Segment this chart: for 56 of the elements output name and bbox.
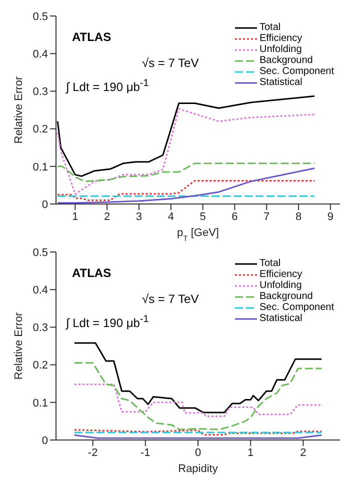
legend-label: Unfolding	[260, 280, 302, 291]
x-axis-title: p$_{T}$ [GeV]	[176, 227, 220, 242]
line-series	[56, 108, 316, 195]
annotation: √s = 7 TeV	[142, 56, 199, 70]
line-series	[74, 342, 322, 414]
legend-label: Total	[260, 22, 281, 33]
x-axis-title: Rapidity	[178, 463, 218, 475]
line-series	[74, 384, 322, 418]
y-tick-label: 0.1	[32, 161, 48, 174]
y-tick-label: 0.2	[32, 124, 48, 136]
y-tick-label: 0.3	[32, 322, 48, 334]
legend-label: Efficiency	[260, 33, 302, 44]
y-tick-label: 0	[42, 198, 48, 211]
line-series	[74, 362, 322, 430]
line-series	[56, 180, 316, 201]
x-tick-label: 5	[200, 210, 206, 223]
y-tick-label: 0.3	[32, 86, 48, 98]
legend-label: Background	[260, 55, 313, 66]
x-tick-label: 1	[248, 446, 254, 459]
y-tick-label: 0.4	[32, 284, 48, 297]
annotation: ATLAS	[72, 266, 112, 280]
y-axis-title: Relative Error	[13, 312, 25, 380]
legend-label: Sec. Component	[260, 66, 334, 77]
line-series	[56, 162, 316, 182]
legend-label: Total	[260, 258, 281, 269]
legend-label: Unfolding	[260, 44, 302, 55]
x-tick-label: -1	[140, 446, 150, 459]
line-series	[56, 168, 316, 204]
x-tick-label: 1	[72, 210, 78, 223]
y-tick-label: 0.4	[32, 48, 48, 61]
legend-label: Efficiency	[260, 269, 302, 280]
x-tick-label: 4	[168, 210, 174, 223]
annotation: ATLAS	[72, 30, 112, 44]
x-tick-label: -2	[88, 446, 98, 459]
x-tick-label: 2	[104, 210, 110, 223]
x-tick-label: 7	[264, 210, 270, 223]
line-series	[56, 95, 316, 177]
y-tick-label: 0	[42, 434, 48, 447]
legend-label: Sec. Component	[260, 302, 334, 313]
legend-label: Background	[260, 291, 313, 302]
y-tick-label: 0.1	[32, 397, 48, 410]
y-axis-title: Relative Error	[13, 76, 25, 144]
x-tick-label: 3	[136, 210, 142, 223]
legend-label: Statistical	[260, 313, 302, 324]
y-tick-label: 0.5	[32, 10, 48, 23]
legend-label: Statistical	[260, 77, 302, 88]
y-tick-label: 0.5	[32, 246, 48, 259]
x-tick-label: 9	[327, 210, 334, 223]
x-tick-label: 0	[194, 446, 202, 459]
annotation: ∫ Ldt = 190 μb$^{-1}$	[66, 78, 149, 94]
annotation: ∫ Ldt = 190 μb$^{-1}$	[66, 314, 149, 330]
y-tick-label: 0.2	[32, 360, 48, 372]
x-tick-label: 6	[232, 210, 238, 223]
x-tick-label: 8	[295, 210, 302, 223]
x-tick-label: 2	[300, 446, 306, 459]
annotation: √s = 7 TeV	[142, 292, 199, 306]
